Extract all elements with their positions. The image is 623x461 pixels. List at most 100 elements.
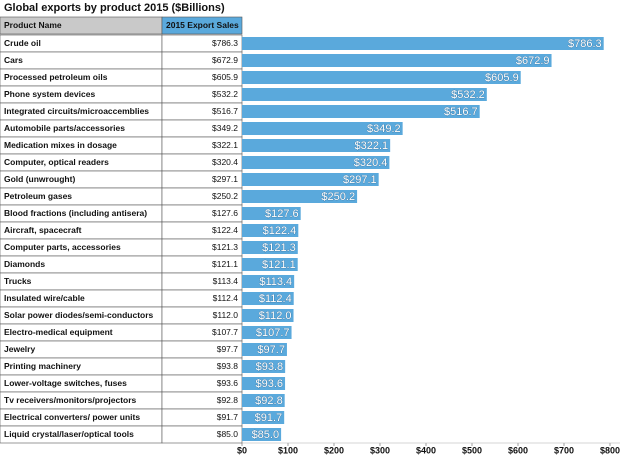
- y-tick-label: Insulated wire/cable: [4, 293, 85, 303]
- table-value: $113.4: [213, 276, 239, 286]
- bar-label: $122.4: [263, 225, 297, 237]
- y-tick-label: Phone system devices: [4, 89, 95, 99]
- table-value: $92.8: [217, 395, 239, 405]
- y-tick-label: Lower-voltage switches, fuses: [4, 378, 127, 388]
- y-tick-label: Crude oil: [4, 38, 41, 48]
- bar-label: $322.1: [355, 140, 389, 152]
- y-tick-label: Gold (unwrought): [4, 174, 75, 184]
- bar-label: $112.4: [259, 293, 292, 305]
- bar: [242, 105, 480, 118]
- y-tick-label: Solar power diodes/semi-conductors: [4, 310, 154, 320]
- bar-label: $112.0: [259, 310, 292, 322]
- table-value: $112.4: [213, 293, 239, 303]
- table-value: $93.6: [217, 378, 239, 388]
- bar: [242, 309, 294, 322]
- bar-label: $250.2: [321, 191, 355, 203]
- table-value: $320.4: [212, 157, 238, 167]
- y-tick-label: Computer parts, accessories: [4, 242, 121, 252]
- x-tick-label: $0: [237, 445, 247, 455]
- y-tick-label: Automobile parts/accessories: [4, 123, 125, 133]
- y-tick-label: Printing machinery: [4, 361, 81, 371]
- table-value: $322.1: [212, 140, 238, 150]
- bar: [242, 37, 604, 50]
- bar: [242, 241, 298, 254]
- bar-label: $92.8: [255, 395, 283, 407]
- bar: [242, 71, 521, 84]
- table-value: $297.1: [212, 174, 238, 184]
- bar-label: $532.2: [451, 89, 485, 101]
- table-value: $85.0: [217, 429, 239, 439]
- bar: [242, 224, 299, 237]
- bar: [242, 156, 390, 169]
- y-tick-label: Electro-medical equipment: [4, 327, 113, 337]
- x-tick-label: $100: [278, 445, 298, 455]
- bar: [242, 326, 292, 339]
- bar: [242, 411, 285, 424]
- y-tick-label: Aircraft, spacecraft: [4, 225, 82, 235]
- table-value: $121.1: [212, 259, 238, 269]
- y-tick-label: Trucks: [4, 276, 32, 286]
- bar-label: $91.7: [255, 412, 283, 424]
- table-value: $121.3: [212, 242, 238, 252]
- table-value: $91.7: [217, 412, 239, 422]
- table-value: $250.2: [212, 191, 238, 201]
- x-tick-label: $500: [462, 445, 482, 455]
- x-tick-label: $800: [600, 445, 620, 455]
- y-tick-label: Jewelry: [4, 344, 35, 354]
- bar: [242, 54, 552, 67]
- bar-label: $672.9: [516, 55, 550, 67]
- bar: [242, 360, 286, 373]
- y-tick-label: Integrated circuits/microaccemblies: [4, 106, 149, 116]
- header-cell: [161, 16, 243, 35]
- x-tick-label: $300: [370, 445, 390, 455]
- bar-label: $85.0: [252, 429, 280, 441]
- bar: [242, 292, 294, 305]
- table-value: $127.6: [212, 208, 238, 218]
- y-tick-label: Computer, optical readers: [4, 157, 109, 167]
- chart-title: Global exports by product 2015 ($Billion…: [4, 2, 225, 14]
- table-value: $97.7: [217, 344, 239, 354]
- bar: [242, 343, 287, 356]
- x-tick-label: $200: [324, 445, 344, 455]
- bar: [242, 190, 358, 203]
- bar-label: $121.3: [262, 242, 296, 254]
- bar: [242, 377, 286, 390]
- bar-label: $516.7: [444, 106, 478, 118]
- bar-label: $320.4: [354, 157, 388, 169]
- y-tick-label: Diamonds: [4, 259, 45, 269]
- bar-label: $93.6: [256, 378, 284, 390]
- x-tick-label: $700: [554, 445, 574, 455]
- table-value: $605.9: [212, 72, 238, 82]
- y-tick-label: Tv receivers/monitors/projectors: [4, 395, 137, 405]
- column-header: Product Name: [4, 20, 62, 30]
- bar: [242, 139, 391, 152]
- bar: [242, 88, 487, 101]
- x-tick-label: $600: [508, 445, 528, 455]
- bar: [242, 275, 295, 288]
- bar: [242, 428, 282, 441]
- table-value: $93.8: [217, 361, 239, 371]
- table-value: $107.7: [212, 327, 238, 337]
- table-value: $516.7: [212, 106, 238, 116]
- table-value: $122.4: [212, 225, 238, 235]
- bar-label: $297.1: [343, 174, 377, 186]
- y-tick-label: Liquid crystal/laser/optical tools: [4, 429, 134, 439]
- bar-label: $97.7: [257, 344, 285, 356]
- table-value: $112.0: [213, 310, 239, 320]
- y-tick-label: Medication mixes in dosage: [4, 140, 117, 150]
- bar-label: $113.4: [259, 276, 292, 288]
- bar-label: $127.6: [265, 208, 299, 220]
- table-value: $786.3: [212, 38, 238, 48]
- column-header: 2015 Export Sales: [166, 20, 239, 30]
- bar-label: $93.8: [256, 361, 284, 373]
- bar: [242, 394, 285, 407]
- bar-label: $121.1: [262, 259, 296, 271]
- y-tick-label: Blood fractions (including antisera): [4, 208, 147, 218]
- y-tick-label: Petroleum gases: [4, 191, 72, 201]
- bar: [242, 207, 301, 220]
- bar: [242, 122, 403, 135]
- y-tick-label: Cars: [4, 55, 23, 65]
- bar-label: $349.2: [367, 123, 401, 135]
